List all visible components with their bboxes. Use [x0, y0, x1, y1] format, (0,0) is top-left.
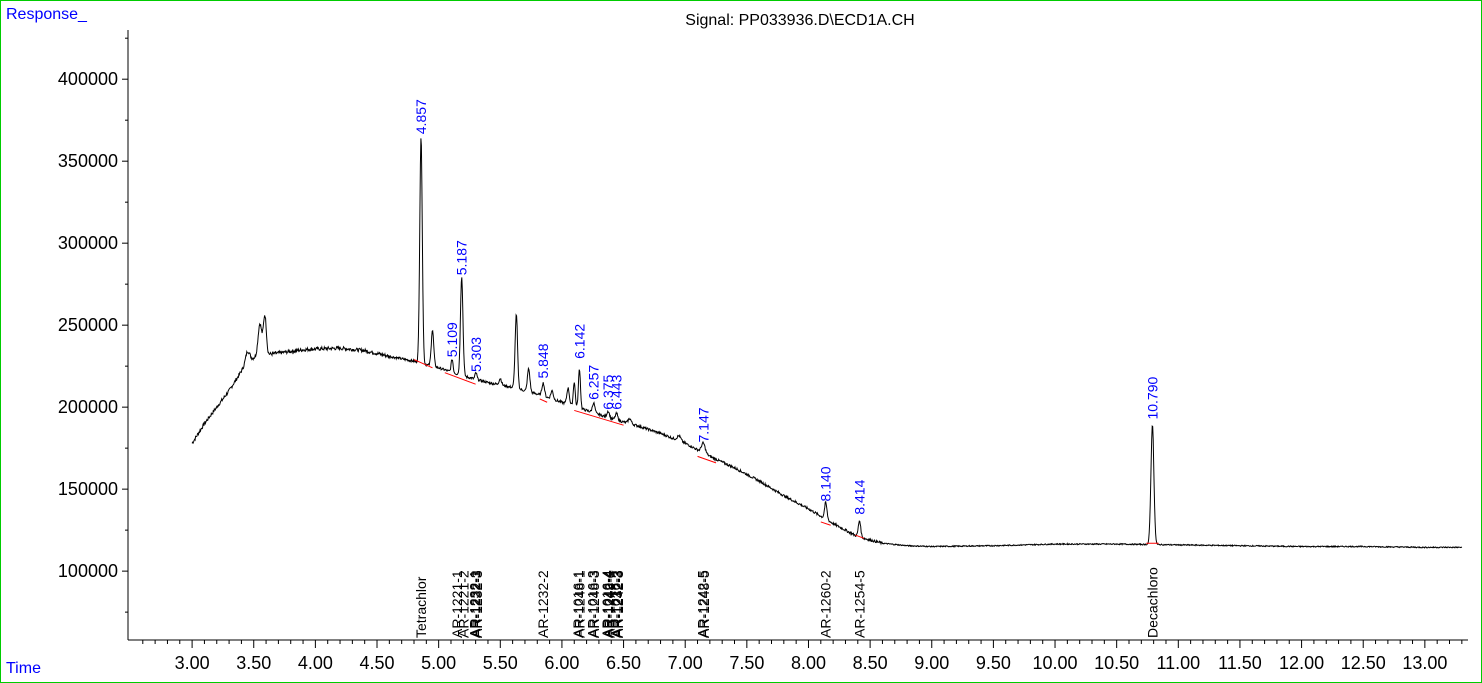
x-tick-label: 7.50 [729, 653, 764, 673]
y-tick-label: 300000 [58, 233, 118, 253]
compound-label: AR-1248-1 [571, 570, 587, 638]
compound-label: AR-1260-2 [818, 570, 834, 638]
x-tick-label: 8.50 [853, 653, 888, 673]
x-tick-label: 12.50 [1341, 653, 1386, 673]
x-tick-label: 11.00 [1156, 653, 1200, 673]
x-tick-label: 9.50 [976, 653, 1011, 673]
peak-label: 6.443 [609, 374, 625, 409]
x-tick-label: 8.00 [791, 653, 826, 673]
compound-label: AR-1248-3 [586, 570, 602, 638]
compound-label: AR-1248-4 [601, 570, 617, 638]
x-tick-label: 6.50 [606, 653, 641, 673]
x-tick-label: 10.50 [1094, 653, 1139, 673]
compound-label: AR-1248-5 [696, 570, 712, 638]
y-tick-label: 350000 [58, 151, 118, 171]
peak-label: 4.857 [413, 99, 429, 134]
y-tick-label: 200000 [58, 397, 118, 417]
compound-label: AR-1222-3 [468, 570, 484, 638]
compound-label: AR-1016-3 [585, 570, 601, 638]
x-tick-label: 7.00 [668, 653, 703, 673]
integration-baseline [574, 409, 624, 426]
integration-baseline [444, 372, 476, 385]
x-axis-title: Time [6, 660, 41, 677]
compound-label: AR-1016-1 [570, 570, 586, 638]
compound-label: AR-1242-5 [694, 570, 710, 638]
integration-baseline [855, 534, 865, 539]
x-tick-label: 9.00 [914, 653, 949, 673]
y-axis-title: Response_ [6, 6, 87, 23]
x-tick-label: 10.00 [1033, 653, 1078, 673]
compound-label: AR-1242-3 [610, 570, 626, 638]
integration-baseline [697, 455, 717, 464]
y-tick-label: 150000 [58, 479, 118, 499]
compound-label: AR-1016-4 [599, 570, 615, 638]
x-tick-label: 13.00 [1402, 653, 1447, 673]
compound-label: AR-1232-2 [535, 570, 551, 638]
compound-label: AR-1221-2 [456, 570, 472, 638]
integration-baseline [820, 521, 831, 526]
peak-label: 5.848 [535, 343, 551, 378]
compound-label: Tetrachlor [413, 576, 429, 638]
compound-label: AR-1016-2 [608, 570, 624, 638]
peak-label: 5.109 [444, 322, 460, 357]
compound-label: AR-1232-3 [609, 570, 625, 638]
signal-trace [191, 138, 1463, 549]
peak-label: 7.147 [695, 407, 711, 442]
y-tick-label: 250000 [58, 315, 118, 335]
peak-label: 6.257 [586, 365, 602, 400]
peak-label: 8.414 [852, 479, 868, 514]
x-tick-label: 4.50 [359, 653, 394, 673]
x-tick-label: 6.00 [544, 653, 579, 673]
compound-label: AR-1221-1 [449, 570, 465, 638]
x-tick-label: 11.50 [1218, 653, 1262, 673]
compound-label: AR-1232-1 [466, 570, 482, 638]
peak-label: 10.790 [1144, 377, 1160, 420]
y-tick-label: 100000 [58, 561, 118, 581]
peak-label: 5.187 [454, 240, 470, 275]
compound-label: Decachloro [1144, 567, 1160, 638]
peak-label: 8.140 [818, 466, 834, 501]
peak-label: 6.142 [571, 324, 587, 359]
y-tick-label: 400000 [58, 69, 118, 89]
compound-label: AR-1232-3 [469, 570, 485, 638]
x-tick-label: 5.00 [421, 653, 456, 673]
x-tick-label: 3.00 [175, 653, 210, 673]
x-tick-label: 12.00 [1279, 653, 1324, 673]
peak-label: 6.375 [600, 374, 616, 409]
x-tick-label: 5.50 [483, 653, 518, 673]
chart-title: Signal: PP033936.D\ECD1A.CH [685, 12, 915, 29]
compound-label: AR-1242-4 [600, 570, 616, 638]
x-tick-label: 4.00 [298, 653, 333, 673]
integration-baseline [539, 398, 548, 403]
integration-baseline [413, 359, 433, 369]
x-tick-label: 3.50 [236, 653, 271, 673]
peak-label: 5.303 [468, 337, 484, 372]
compound-label: AR-1254-5 [852, 570, 868, 638]
